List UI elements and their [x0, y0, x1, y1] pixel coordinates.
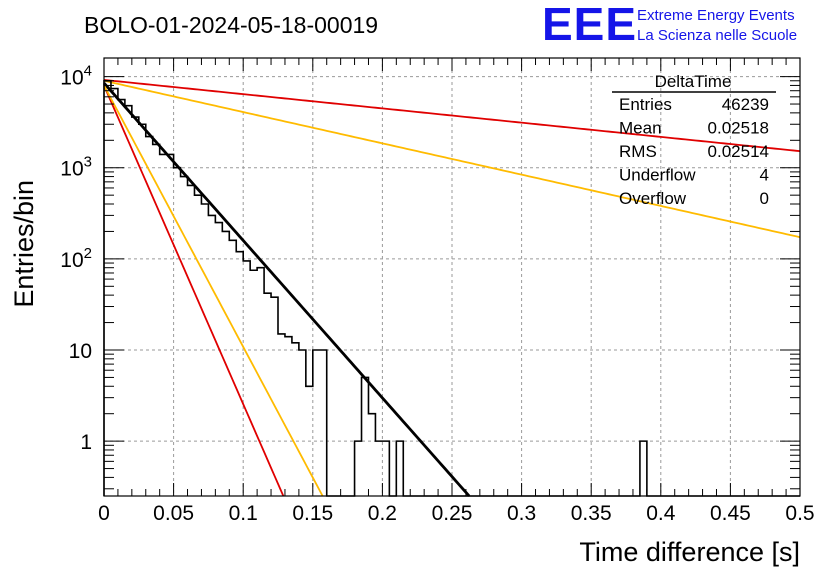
stats-box-title: DeltaTime — [655, 72, 732, 91]
x-tick-label: 0.1 — [229, 502, 258, 525]
x-tick-labels: 0 0.05 0.1 0.15 0.2 0.25 0.3 0.35 0.4 0.45 0.5 — [98, 502, 814, 525]
axis-ticks — [103, 58, 801, 496]
y-tick-label: 1 — [80, 431, 92, 454]
x-axis-title: Time difference [s] — [579, 537, 800, 567]
eee-logo-mark: EEE — [542, 0, 637, 50]
stats-row-value: 0 — [760, 189, 769, 208]
y-tick-label: 10 — [69, 340, 92, 363]
x-tick-label: 0.05 — [153, 502, 194, 525]
x-tick-label: 0.5 — [785, 502, 814, 525]
stats-row-label: Mean — [619, 119, 662, 138]
fit-curve — [103, 85, 324, 497]
stats-box: DeltaTime Entries 46239 Mean 0.02518 RMS 0.02… — [612, 72, 776, 208]
stats-row-value: 4 — [760, 166, 769, 185]
eee-logo: EEE Extreme Energy Events La Scienza nel… — [542, 0, 797, 50]
stats-row-value: 46239 — [722, 95, 769, 114]
x-tick-label: 0.15 — [292, 502, 333, 525]
x-tick-label: 0.2 — [368, 502, 397, 525]
x-tick-label: 0.4 — [646, 502, 676, 525]
x-tick-label: 0.3 — [507, 502, 536, 525]
y-tick-label: 102 — [60, 245, 92, 272]
fit-curve — [103, 85, 285, 497]
x-tick-label: 0.25 — [432, 502, 473, 525]
stats-row-label: Overflow — [619, 189, 687, 208]
y-tick-labels: 1 10 102 103 104 — [60, 63, 92, 455]
stats-row-label: Underflow — [619, 166, 696, 185]
y-tick-label: 104 — [60, 63, 92, 90]
x-tick-label: 0 — [98, 502, 110, 525]
chart-title: BOLO-01-2024-05-18-00019 — [84, 12, 378, 38]
fit-curves — [102, 79, 801, 497]
fit-curve — [103, 79, 801, 153]
eee-logo-line2: La Scienza nelle Scuole — [637, 27, 797, 44]
stats-row-label: RMS — [619, 142, 657, 161]
histogram-bars — [103, 79, 800, 497]
fit-curve — [103, 79, 801, 239]
stats-row-value: 0.02518 — [708, 119, 769, 138]
y-tick-label: 103 — [60, 154, 92, 181]
x-tick-label: 0.35 — [571, 502, 612, 525]
stats-row-label: Entries — [619, 95, 672, 114]
y-axis-title: Entries/bin — [9, 180, 39, 308]
fit-curve — [102, 82, 471, 497]
stats-row-value: 0.02514 — [708, 142, 769, 161]
histogram-outline — [103, 79, 800, 497]
eee-logo-line1: Extreme Energy Events — [637, 7, 795, 24]
x-tick-label: 0.45 — [710, 502, 751, 525]
